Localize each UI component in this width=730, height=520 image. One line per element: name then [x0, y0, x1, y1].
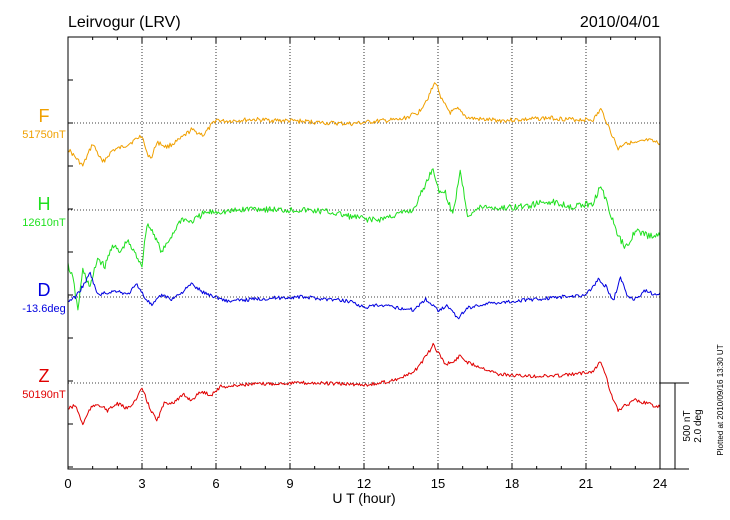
scale-bar: 500 nT 2.0 deg [660, 382, 704, 470]
series-labels: F 51750nT H 12610nT D -13.6deg Z 50190nT [22, 106, 66, 401]
series-line-d [67, 271, 661, 320]
chart-date: 2010/04/01 [580, 14, 660, 31]
scale-bar-nt-label: 500 nT [682, 410, 693, 441]
series-line-z [67, 342, 661, 426]
x-tick-label-6: 6 [212, 476, 219, 491]
x-axis-label: U T (hour) [332, 490, 395, 506]
chart-title: Leirvogur (LRV) [68, 14, 181, 31]
series-name-h: H [38, 194, 51, 214]
x-tick-label-24: 24 [653, 476, 667, 491]
x-tick-label-18: 18 [505, 476, 519, 491]
grid-lines [141, 37, 587, 469]
series-name-f: F [39, 106, 50, 126]
plotted-note: Plotted at 2010/09/16 13:30 UT [716, 344, 725, 455]
series-traces [67, 82, 661, 426]
x-tick-label-12: 12 [357, 476, 371, 491]
series-baseline-d: -13.6deg [22, 303, 65, 315]
x-tick-label-3: 3 [138, 476, 145, 491]
series-line-f [67, 82, 661, 167]
series-line-h [67, 168, 661, 311]
scale-bar-deg-label: 2.0 deg [693, 409, 704, 442]
series-name-d: D [38, 280, 51, 300]
series-baseline-f: 51750nT [22, 129, 66, 141]
axis-ticks: 0 3 6 9 12 15 18 21 24 [64, 37, 667, 491]
series-baseline-h: 12610nT [22, 217, 66, 229]
x-tick-label-15: 15 [431, 476, 445, 491]
series-baseline-z: 50190nT [22, 389, 66, 401]
x-tick-label-9: 9 [286, 476, 293, 491]
x-tick-label-21: 21 [579, 476, 593, 491]
series-name-z: Z [39, 366, 50, 386]
x-tick-label-0: 0 [64, 476, 71, 491]
